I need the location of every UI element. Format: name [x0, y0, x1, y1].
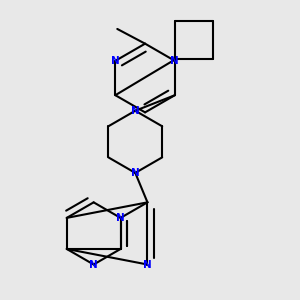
Text: N: N: [131, 168, 140, 178]
Text: N: N: [170, 56, 179, 66]
Text: N: N: [116, 213, 125, 223]
Text: N: N: [89, 260, 98, 269]
Text: N: N: [131, 106, 140, 116]
Text: N: N: [143, 260, 152, 269]
Text: N: N: [111, 56, 120, 66]
